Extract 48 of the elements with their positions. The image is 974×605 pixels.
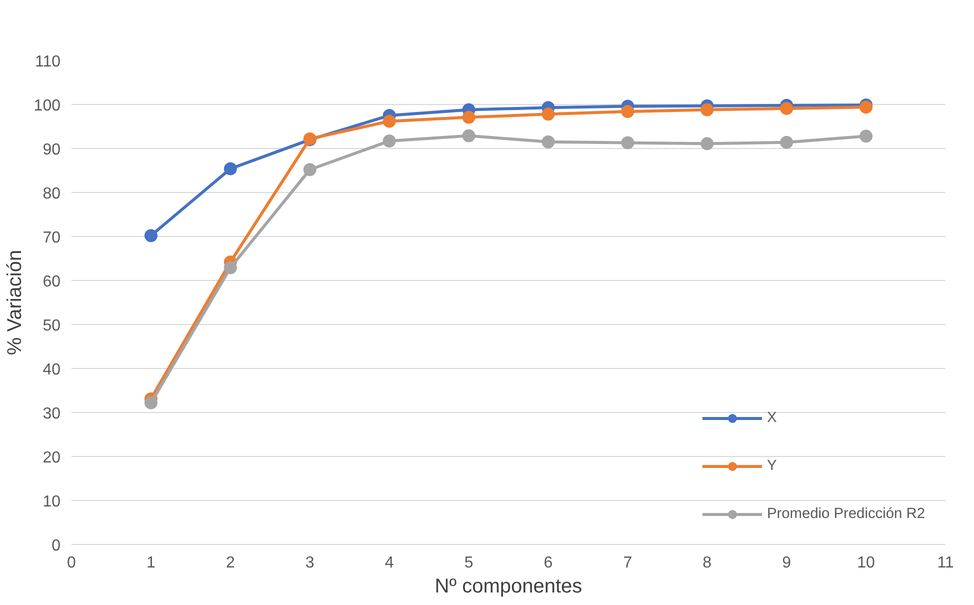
x-tick-label: 2 xyxy=(226,554,235,572)
point xyxy=(462,110,476,124)
point xyxy=(144,229,158,242)
y-tick-label: 90 xyxy=(42,142,61,158)
x-tick-label: 1 xyxy=(146,554,156,572)
point xyxy=(780,136,794,149)
y-tick-label: 30 xyxy=(42,406,61,422)
y-tick-label: 0 xyxy=(52,538,61,554)
x-tick-label: 3 xyxy=(305,554,314,572)
x-tick-label: 10 xyxy=(857,554,876,572)
point xyxy=(860,100,873,114)
x-tick-label: 5 xyxy=(464,554,474,572)
x-tick-label: 0 xyxy=(67,554,76,572)
y-tick-label: 40 xyxy=(42,362,61,378)
point xyxy=(780,102,794,115)
point xyxy=(303,163,316,176)
x-tick-label: 4 xyxy=(384,554,394,572)
point xyxy=(860,130,873,143)
y-tick-label: 20 xyxy=(42,450,61,466)
point xyxy=(700,103,714,116)
legend-label: Promedio Predicción R2 xyxy=(766,506,925,522)
y-tick-label: 50 xyxy=(42,318,61,334)
x-tick-label: 7 xyxy=(623,554,632,572)
point xyxy=(144,396,158,410)
point xyxy=(542,108,555,121)
x-axis-title: Nº componentes xyxy=(434,576,582,598)
legend-label: Y xyxy=(766,458,778,474)
y-tick-label: 10 xyxy=(42,494,61,510)
point xyxy=(382,134,396,148)
point xyxy=(382,114,396,128)
point xyxy=(224,162,237,176)
x-tick-label: 9 xyxy=(782,554,792,572)
point xyxy=(542,135,555,148)
y-tick-label: 100 xyxy=(34,98,61,114)
y-tick-label: 110 xyxy=(34,54,61,70)
point xyxy=(700,137,714,150)
y-tick-label: 80 xyxy=(42,186,61,202)
x-tick-label: 11 xyxy=(937,554,954,572)
point xyxy=(224,261,237,274)
legend-label: X xyxy=(766,410,778,426)
y-tick-label: 60 xyxy=(42,274,61,290)
x-tick-label: 8 xyxy=(702,554,712,572)
point xyxy=(621,136,634,150)
point xyxy=(621,105,634,118)
y-axis-title: % Variación xyxy=(4,250,26,356)
x-tick-label: 6 xyxy=(544,554,553,572)
y-tick-label: 70 xyxy=(42,230,61,246)
point xyxy=(462,129,476,142)
